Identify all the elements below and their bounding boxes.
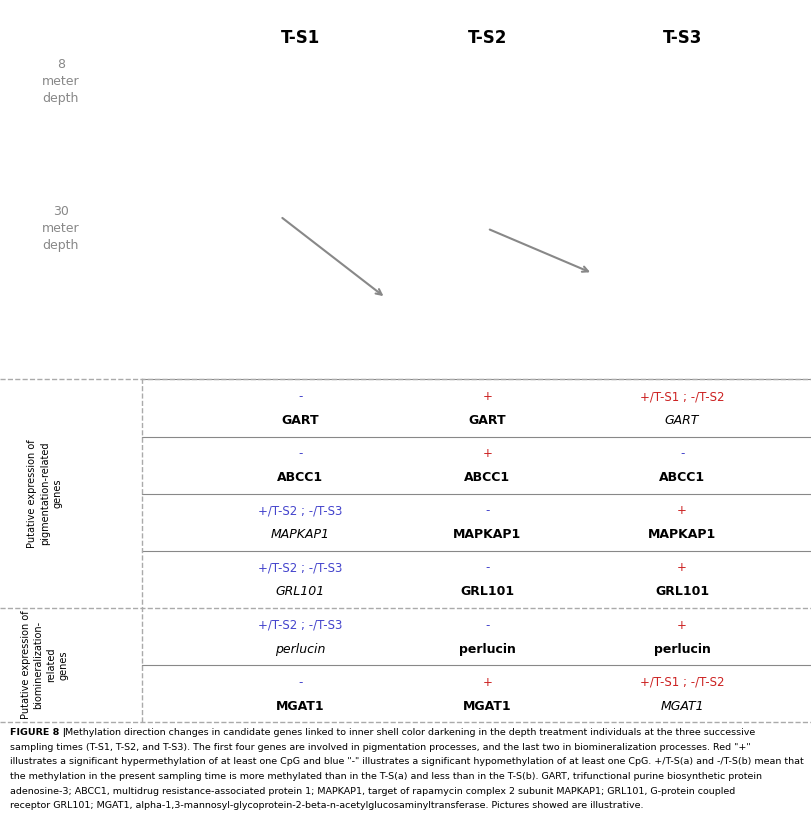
Text: +/T-S1 ; -/T-S2: +/T-S1 ; -/T-S2 [639,676,723,689]
Text: +/T-S2 ; -/T-S3: +/T-S2 ; -/T-S3 [258,619,342,632]
Text: MGAT1: MGAT1 [276,699,324,712]
Text: -: - [484,619,489,632]
Text: adenosine-3; ABCC1, multidrug resistance-associated protein 1; MAPKAP1, target o: adenosine-3; ABCC1, multidrug resistance… [10,787,734,796]
Text: MGAT1: MGAT1 [659,699,703,712]
Text: sampling times (T-S1, T-S2, and T-S3). The first four genes are involved in pigm: sampling times (T-S1, T-S2, and T-S3). T… [10,743,749,752]
Text: Putative expression of
biomineralization-
related
genes: Putative expression of biomineralization… [21,610,68,720]
Text: +/T-S1 ; -/T-S2: +/T-S1 ; -/T-S2 [639,390,723,403]
Text: -: - [484,561,489,574]
Text: ABCC1: ABCC1 [277,471,323,484]
Text: perlucin: perlucin [275,642,325,655]
Text: 8
meter
depth: 8 meter depth [42,58,79,105]
Text: +/T-S2 ; -/T-S3: +/T-S2 ; -/T-S3 [258,504,342,517]
Text: +: + [482,447,491,460]
Text: GRL101: GRL101 [460,585,513,598]
Text: -: - [298,447,303,460]
Text: +: + [482,676,491,689]
Text: -: - [298,390,303,403]
Text: ABCC1: ABCC1 [659,471,704,484]
Text: GRL101: GRL101 [276,585,324,598]
Text: -: - [484,504,489,517]
Text: +/T-S2 ; -/T-S3: +/T-S2 ; -/T-S3 [258,561,342,574]
Text: MAPKAP1: MAPKAP1 [647,528,715,541]
Text: receptor GRL101; MGAT1, alpha-1,3-mannosyl-glycoprotein-2-beta-n-acetylglucosami: receptor GRL101; MGAT1, alpha-1,3-mannos… [10,801,642,810]
Text: GART: GART [468,414,505,427]
Text: +: + [482,390,491,403]
Text: +: + [676,561,686,574]
Text: GART: GART [664,414,698,427]
Text: +: + [676,504,686,517]
Text: MAPKAP1: MAPKAP1 [271,528,329,541]
Text: MAPKAP1: MAPKAP1 [453,528,521,541]
Text: T-S2: T-S2 [467,29,506,47]
Text: Methylation direction changes in candidate genes linked to inner shell color dar: Methylation direction changes in candida… [65,728,754,737]
Text: the methylation in the present sampling time is more methylated than in the T-S(: the methylation in the present sampling … [10,772,761,781]
Text: perlucin: perlucin [458,642,515,655]
Text: illustrates a significant hypermethylation of at least one CpG and blue "-" illu: illustrates a significant hypermethylati… [10,757,803,766]
Text: 30
meter
depth: 30 meter depth [42,205,79,252]
Text: Putative expression of
pigmentation-related
genes: Putative expression of pigmentation-rela… [28,439,62,548]
Text: T-S3: T-S3 [662,29,701,47]
Text: -: - [679,447,684,460]
Text: GART: GART [281,414,319,427]
Text: FIGURE 8 |: FIGURE 8 | [10,728,69,737]
Text: +: + [676,619,686,632]
Text: T-S1: T-S1 [281,29,320,47]
Text: ABCC1: ABCC1 [464,471,509,484]
Text: -: - [298,676,303,689]
Text: MGAT1: MGAT1 [462,699,511,712]
Text: GRL101: GRL101 [654,585,708,598]
Text: perlucin: perlucin [653,642,710,655]
